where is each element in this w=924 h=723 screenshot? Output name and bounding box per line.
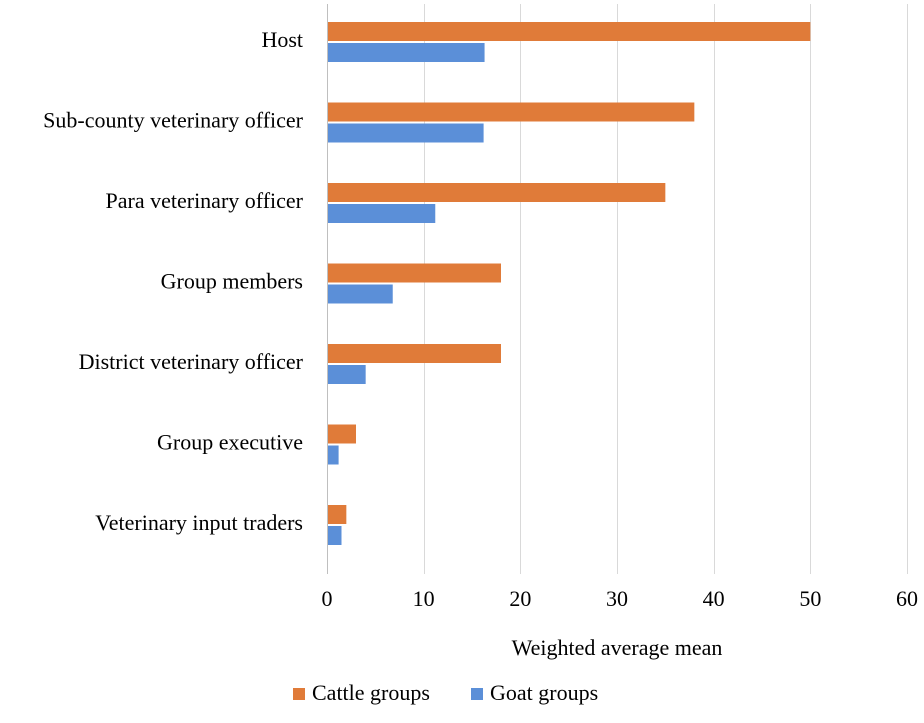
legend-swatch-cattle xyxy=(293,688,305,700)
grid-lines xyxy=(424,4,908,574)
category-label-1: Sub-county veterinary officer xyxy=(43,108,304,133)
bar-goat-6 xyxy=(327,526,342,545)
x-tick-label-30: 30 xyxy=(606,586,628,611)
x-axis-title: Weighted average mean xyxy=(512,635,723,660)
category-label-6: Veterinary input traders xyxy=(95,510,303,535)
x-tick-label-50: 50 xyxy=(799,586,821,611)
bar-cattle-1 xyxy=(327,102,695,122)
x-tick-label-20: 20 xyxy=(509,586,531,611)
category-label-2: Para veterinary officer xyxy=(106,188,304,213)
bar-goat-3 xyxy=(327,284,393,304)
bar-cattle-0 xyxy=(327,22,811,41)
bar-cattle-4 xyxy=(327,344,501,363)
bar-cattle-2 xyxy=(327,183,666,202)
category-label-3: Group members xyxy=(161,269,303,294)
category-label-4: District veterinary officer xyxy=(79,349,304,374)
bar-goat-2 xyxy=(327,204,436,223)
bar-cattle-5 xyxy=(327,424,356,444)
bar-cattle-3 xyxy=(327,263,501,283)
bar-goat-5 xyxy=(327,445,339,465)
legend-label-goat: Goat groups xyxy=(490,680,598,705)
bar-goat-4 xyxy=(327,365,366,384)
category-label-5: Group executive xyxy=(157,430,303,455)
bar-goat-0 xyxy=(327,43,485,62)
x-tick-label-40: 40 xyxy=(703,586,725,611)
legend: Cattle groups Goat groups xyxy=(293,680,598,705)
bars xyxy=(327,22,811,545)
category-labels: Host Sub-county veterinary officer Para ve… xyxy=(43,27,304,535)
legend-label-cattle: Cattle groups xyxy=(312,680,430,705)
legend-swatch-goat xyxy=(471,688,483,700)
x-tick-label-0: 0 xyxy=(322,586,333,611)
bar-goat-1 xyxy=(327,123,484,143)
x-tick-label-60: 60 xyxy=(896,586,918,611)
bar-cattle-6 xyxy=(327,505,347,524)
x-tick-labels: 0 10 20 30 40 50 60 xyxy=(322,586,919,611)
category-label-0: Host xyxy=(261,27,303,52)
x-tick-label-10: 10 xyxy=(413,586,435,611)
